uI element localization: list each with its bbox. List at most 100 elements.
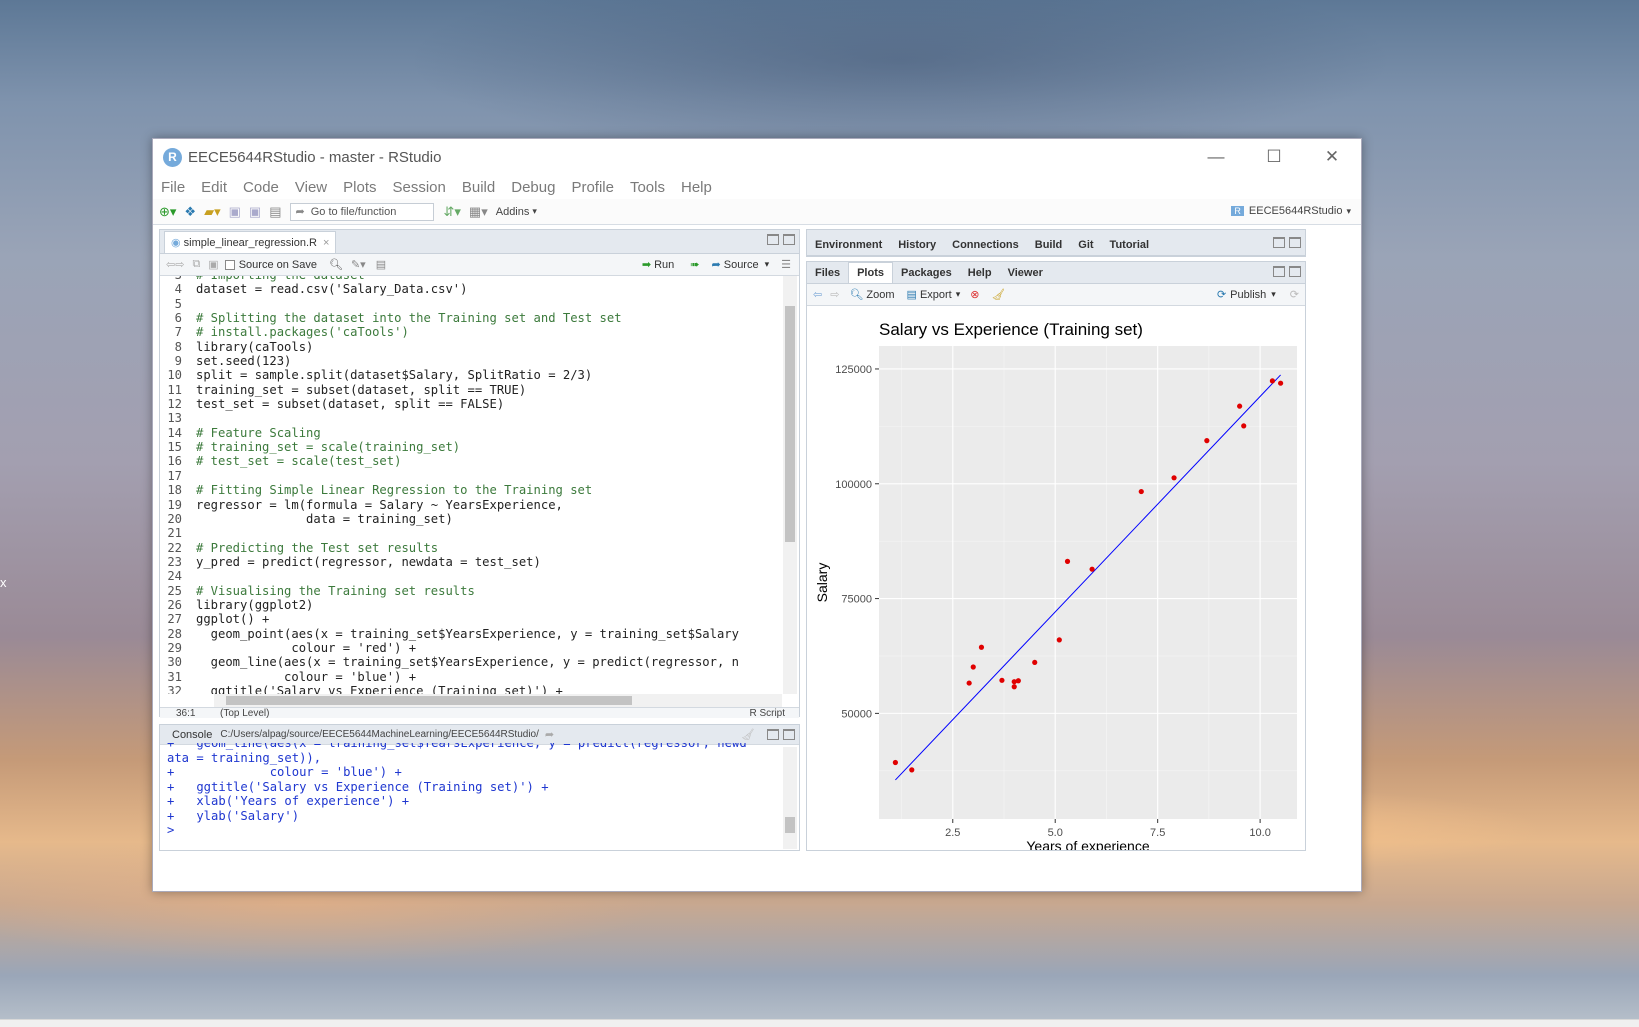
clear-plots-icon[interactable]: 🧹︎ [991,289,1006,301]
plot-forward-icon[interactable]: ⇨ [830,289,840,301]
editor-pane: ◉ simple_linear_regression.R × ⇦⇨ ⧉ ▣ So… [159,229,800,719]
back-forward-icon[interactable]: ⇦⇨ [166,259,185,271]
code-text: # Fitting Simple Linear Regression to th… [196,483,593,498]
console-tab[interactable]: Console [172,728,213,741]
tab-connections[interactable]: Connections [952,239,1019,251]
menu-profile[interactable]: Profile [571,178,614,196]
file-type-selector[interactable]: R Script [749,707,785,719]
publish-chevron-icon[interactable]: ▾ [1271,289,1276,299]
source-button[interactable]: Source [723,258,759,271]
env-pane-controls [1273,237,1301,248]
publish-icon: ⟳ [1216,289,1227,301]
save-icon[interactable]: ▣ [228,203,241,219]
tab-tutorial[interactable]: Tutorial [1109,239,1150,251]
new-file-icon[interactable]: ⊕▾ [159,203,177,219]
goto-file-input[interactable]: ➦ Go to file/function [289,202,434,221]
source-on-save-checkbox[interactable] [224,259,235,270]
plots-maximize-icon[interactable] [1289,266,1301,277]
menu-session[interactable]: Session [392,178,446,196]
scope-selector[interactable]: (Top Level) [220,707,270,719]
data-point [966,680,972,686]
line-number: 21 [167,526,182,541]
editor-vscroll-thumb[interactable] [785,306,795,542]
code-line: 32 ggtitle('Salary vs Experience (Traini… [160,684,782,694]
export-button[interactable]: Export [919,288,952,301]
console-goto-dir-icon[interactable]: ➦ [544,729,555,741]
tab-help[interactable]: Help [967,267,992,279]
menu-build[interactable]: Build [461,178,496,196]
maximize-button[interactable]: ☐ [1266,147,1282,166]
save-doc-icon[interactable]: ▣ [208,259,219,271]
editor-vertical-scrollbar[interactable] [783,276,797,694]
project-menu[interactable]: R EECE5644RStudio ▾ [1231,205,1351,217]
tab-files[interactable]: Files [815,267,841,279]
show-in-window-icon[interactable]: ⧉ [192,258,201,270]
close-tab-icon[interactable]: × [323,237,330,249]
env-maximize-icon[interactable] [1289,237,1301,248]
menu-code[interactable]: Code [243,178,279,196]
plots-minimize-icon[interactable] [1273,266,1285,277]
code-editor[interactable]: 3# Importing the dataset4dataset = read.… [160,276,782,694]
menu-plots[interactable]: Plots [343,178,377,196]
tab-environment[interactable]: Environment [815,239,883,251]
code-text: dataset = read.csv('Salary_Data.csv') [196,282,468,297]
console-vscroll-thumb[interactable] [785,817,795,833]
code-line: 12 test_set = subset(dataset, split == FA… [160,397,782,411]
tab-plots[interactable]: Plots [848,262,893,283]
rerun-icon[interactable]: ➠ [690,259,700,271]
close-button[interactable]: ✕ [1324,147,1340,166]
zoom-button[interactable]: Zoom [866,288,895,301]
minimize-button[interactable]: — [1207,147,1225,166]
tab-history[interactable]: History [898,239,937,251]
editor-hscroll-thumb[interactable] [226,696,632,705]
environment-pane: Environment History Connections Build Gi… [806,229,1306,257]
code-tools-icon[interactable]: ✎▾ [350,259,366,271]
addins-menu[interactable]: Addins [495,205,530,218]
menu-view[interactable]: View [294,178,328,196]
print-icon[interactable]: ▤ [269,203,282,219]
env-restore-icon[interactable] [1273,237,1285,248]
tab-git[interactable]: Git [1078,239,1094,251]
find-icon[interactable]: 🔍︎ [328,259,343,271]
pane-layout-icon[interactable]: ▦▾ [468,203,488,219]
open-file-icon[interactable]: ▰▾ [204,203,221,219]
save-all-icon[interactable]: ▣ [248,203,262,219]
clear-console-icon[interactable]: 🧹︎ [741,729,755,741]
source-chevron-icon[interactable]: ▾ [764,259,770,269]
line-number: 23 [167,554,182,569]
editor-tab[interactable]: ◉ simple_linear_regression.R × [164,231,337,253]
new-project-icon[interactable]: ❖ [184,203,197,219]
export-chevron-icon[interactable]: ▾ [955,289,961,299]
scatter-plot: Salary vs Experience (Training set) 2.5 5… [814,320,1297,850]
menu-edit[interactable]: Edit [201,178,228,196]
menu-file[interactable]: File [161,178,186,196]
console-maximize-icon[interactable] [783,729,795,740]
menu-help[interactable]: Help [681,178,712,196]
tab-build[interactable]: Build [1034,239,1063,251]
code-line: 21 [160,526,782,540]
data-point [892,759,898,766]
remove-plot-icon[interactable]: ⊗ [970,289,980,301]
outline-icon[interactable]: ☰ [781,259,791,271]
editor-horizontal-scrollbar[interactable] [214,694,782,707]
refresh-plot-icon[interactable]: ⟳ [1289,289,1299,301]
menu-tools[interactable]: Tools [629,178,665,196]
tab-packages[interactable]: Packages [900,267,952,279]
compile-report-icon[interactable]: ▤ [375,259,387,271]
run-button[interactable]: Run [654,258,675,271]
maximize-pane-icon[interactable] [783,234,795,245]
line-number: 3 [160,276,196,282]
console-vertical-scrollbar[interactable] [783,747,797,849]
code-line: 27 ggplot() + [160,612,782,626]
code-text: ggtitle('Salary vs Experience (Training … [196,683,563,694]
console-minimize-icon[interactable] [767,729,779,740]
tab-viewer[interactable]: Viewer [1007,267,1043,279]
minimize-pane-icon[interactable] [767,234,779,245]
console-output[interactable]: + geom_line(aes(x = training_set$YearsEx… [167,743,781,848]
menu-debug[interactable]: Debug [511,178,556,196]
publish-button[interactable]: Publish [1230,288,1267,301]
code-line: 25 # Visualising the Training set results [160,584,782,598]
plot-back-icon[interactable]: ⇦ [813,289,823,301]
vcs-icon[interactable]: ⇵▾ [443,203,461,219]
taskbar [0,1019,1639,1027]
